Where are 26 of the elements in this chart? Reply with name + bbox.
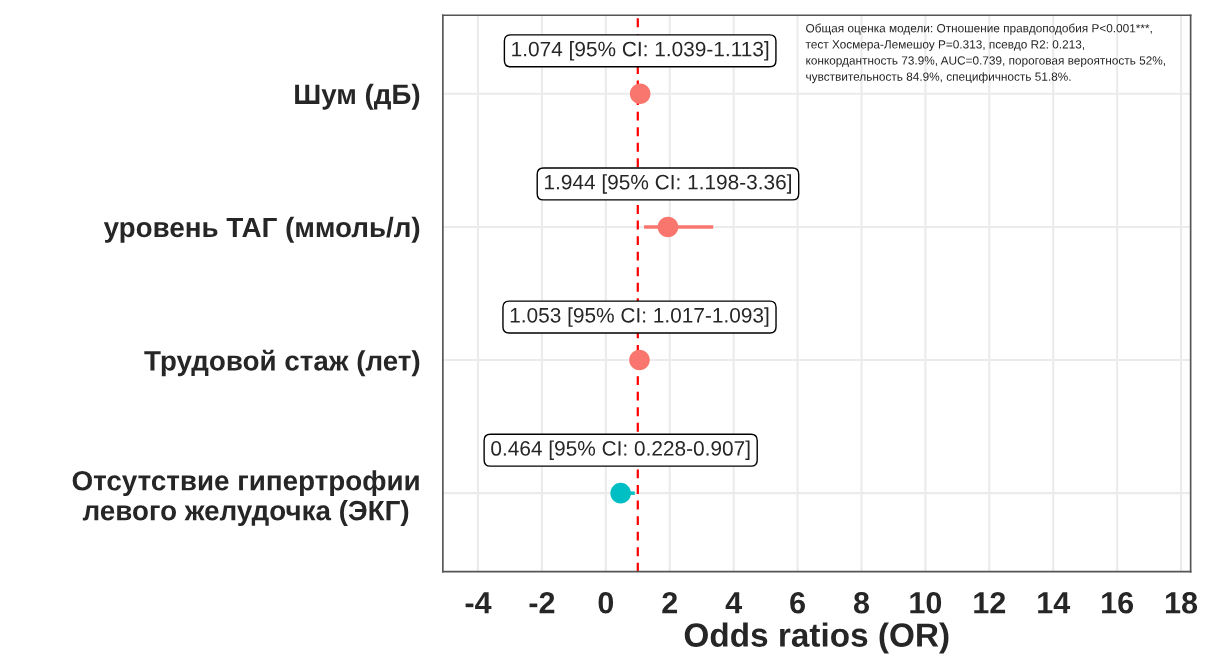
y-tick-label: Отсутствие гипертрофии левого желудочка (ЭКГ) (72, 470, 419, 526)
x-tick-label: 0 (598, 591, 614, 614)
x-tick-label: 12 (974, 591, 1006, 614)
x-tick-label: 6 (790, 591, 805, 614)
y-tick-label: Трудовой стаж (лет) (144, 349, 420, 377)
x-tick-label: 14 (1038, 592, 1071, 614)
point (629, 83, 651, 105)
data-label: 0.464 [95% CI: 0.228-0.907] (491, 440, 750, 460)
x-tick-label: 8 (853, 591, 870, 614)
point (610, 482, 631, 504)
x-tick-label: 18 (1165, 591, 1198, 614)
x-tick-label: 2 (662, 591, 678, 614)
x-tick-label: 4 (725, 592, 742, 614)
x-tick-label: -2 (529, 591, 555, 614)
x-tick-label: 10 (910, 591, 942, 614)
annotation: Общая оценка модели: Отношение правдоподобия P<0.001***, тест Хосмера-Лемешоу P=0.313, псевдо R2: 0.213, конкордантность 73.9%, AUC=0.739, пороговая вероятность 52%, чувствительность 84.9%, специфичность 51.8%. (805, 23, 1165, 84)
data-label: 1.053 [95% CI: 1.017-1.093] (510, 307, 769, 327)
y-tick-label: уровень ТАГ (ммоль/л) (103, 216, 420, 243)
x-tick-label: -4 (465, 592, 492, 614)
data-label: 1.074 [95% CI: 1.039-1.113] (512, 41, 769, 61)
point (657, 216, 679, 238)
point (629, 349, 650, 371)
x-tick-label: 16 (1102, 591, 1134, 614)
y-tick-label: Шум (дБ) (295, 83, 420, 110)
x-axis-title: Odds ratios (OR) (684, 622, 949, 654)
data-label: 1.944 [95% CI: 1.198-3.36] (545, 174, 791, 194)
